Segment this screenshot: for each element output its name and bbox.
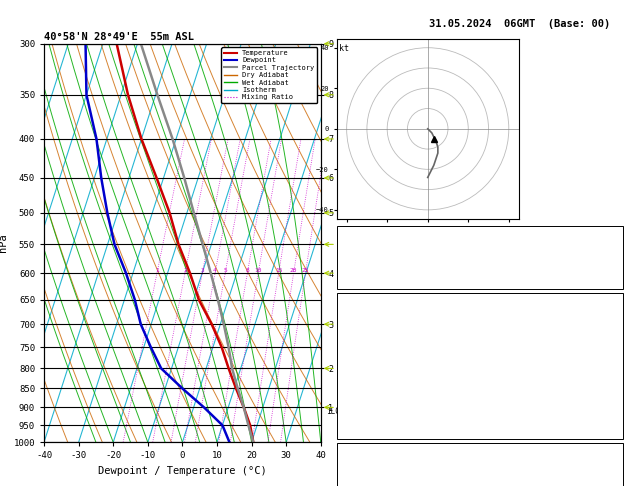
Text: 4: 4: [213, 268, 217, 273]
Text: 15: 15: [275, 268, 282, 273]
Text: 186: 186: [603, 403, 620, 412]
Text: Lifted Index: Lifted Index: [343, 382, 408, 391]
Text: 1008: 1008: [598, 469, 620, 479]
Text: 20.5: 20.5: [598, 319, 620, 329]
Text: Temp (°C): Temp (°C): [343, 319, 391, 329]
Text: 1: 1: [155, 268, 159, 273]
Text: 13.6: 13.6: [598, 340, 620, 349]
Text: 2.2: 2.2: [603, 274, 620, 283]
Y-axis label: km
ASL: km ASL: [346, 243, 362, 262]
Text: 40°58'N 28°49'E  55m ASL: 40°58'N 28°49'E 55m ASL: [44, 32, 194, 42]
Text: Pressure (mb): Pressure (mb): [343, 469, 413, 479]
Text: PW (cm): PW (cm): [343, 274, 381, 283]
Text: K: K: [343, 232, 348, 241]
Text: 31.05.2024  06GMT  (Base: 00): 31.05.2024 06GMT (Base: 00): [429, 19, 610, 30]
Text: Surface: Surface: [461, 298, 498, 308]
Text: 25: 25: [302, 268, 309, 273]
Text: 3: 3: [201, 268, 204, 273]
X-axis label: Dewpoint / Temperature (°C): Dewpoint / Temperature (°C): [98, 466, 267, 476]
Text: 8: 8: [245, 268, 249, 273]
Text: CAPE (J): CAPE (J): [343, 403, 386, 412]
Text: 118: 118: [603, 424, 620, 433]
Text: 0: 0: [614, 382, 620, 391]
Text: 2: 2: [183, 268, 187, 273]
Text: © weatheronline.co.uk: © weatheronline.co.uk: [431, 469, 528, 479]
Text: θe(K): θe(K): [343, 361, 370, 370]
Text: 5: 5: [223, 268, 227, 273]
Text: 25: 25: [609, 232, 620, 241]
Text: Totals Totals: Totals Totals: [343, 253, 413, 262]
Text: 48: 48: [609, 253, 620, 262]
Text: Dewp (°C): Dewp (°C): [343, 340, 391, 349]
Text: kt: kt: [338, 44, 348, 52]
Legend: Temperature, Dewpoint, Parcel Trajectory, Dry Adiabat, Wet Adiabat, Isotherm, Mi: Temperature, Dewpoint, Parcel Trajectory…: [221, 47, 317, 103]
Y-axis label: hPa: hPa: [0, 234, 8, 252]
Text: Most Unstable: Most Unstable: [445, 449, 515, 458]
Text: 320: 320: [603, 361, 620, 370]
Text: 1LCL: 1LCL: [326, 407, 345, 416]
Text: 10: 10: [255, 268, 262, 273]
Text: 20: 20: [290, 268, 298, 273]
Text: CIN (J): CIN (J): [343, 424, 381, 433]
